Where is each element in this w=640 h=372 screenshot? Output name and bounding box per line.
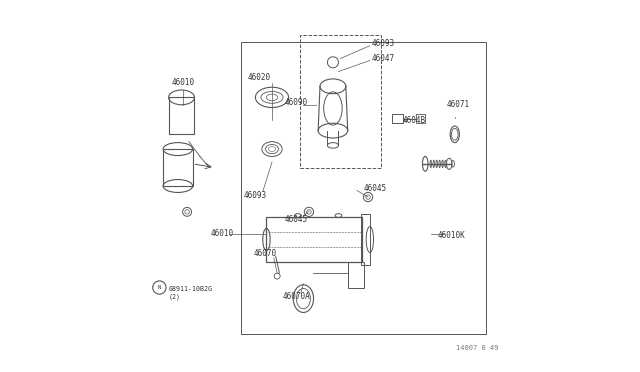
Bar <box>348 262 364 288</box>
Text: 46045: 46045 <box>284 215 308 224</box>
Text: 46010: 46010 <box>172 78 195 87</box>
Bar <box>416 114 425 123</box>
Bar <box>241 42 486 334</box>
Text: 14007 0 49: 14007 0 49 <box>456 346 498 352</box>
Text: 08911-10B2G
(2): 08911-10B2G (2) <box>168 286 212 300</box>
Text: 46070: 46070 <box>254 250 277 259</box>
Text: 46090: 46090 <box>284 99 308 108</box>
Text: 46093: 46093 <box>244 191 267 200</box>
Bar <box>163 149 193 186</box>
Text: 4604B: 4604B <box>403 116 426 125</box>
Text: 46020: 46020 <box>248 73 271 81</box>
Bar <box>266 217 362 262</box>
Text: N: N <box>158 285 161 290</box>
Bar <box>360 214 370 265</box>
Text: 46070A: 46070A <box>282 292 310 301</box>
Text: 46010: 46010 <box>211 230 234 238</box>
Text: 46047: 46047 <box>371 54 394 63</box>
Bar <box>168 97 195 134</box>
Text: 46045: 46045 <box>364 185 387 193</box>
Bar <box>300 35 381 167</box>
Text: 46010K: 46010K <box>437 231 465 240</box>
Text: 46071: 46071 <box>447 100 470 109</box>
Text: 46093: 46093 <box>371 39 394 48</box>
Bar <box>392 114 403 123</box>
